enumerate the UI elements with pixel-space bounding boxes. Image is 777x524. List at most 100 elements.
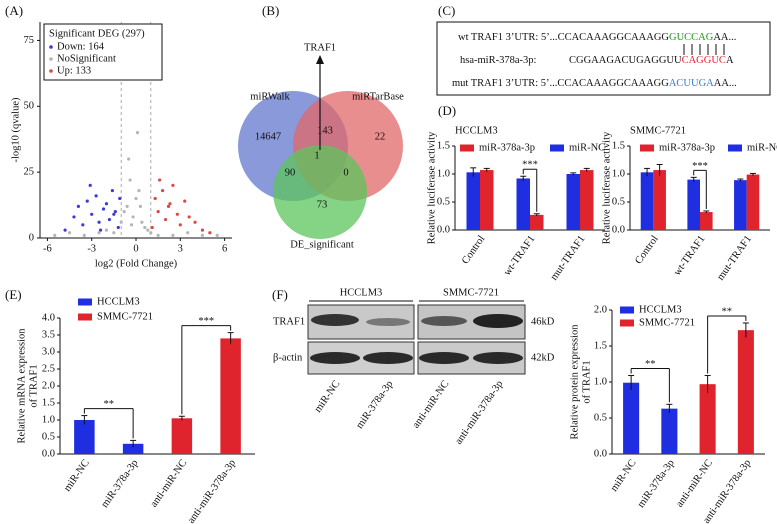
point [63, 228, 67, 232]
point [112, 212, 116, 216]
point [160, 188, 165, 193]
panel-label: (C) [438, 3, 455, 18]
sequence-row: wt TRAF1 3’UTR: 5’...CCACAAAGGCAAAGGGUCC… [458, 32, 736, 43]
y-tick-label: 3.5 [42, 329, 55, 340]
point [146, 228, 150, 232]
y-axis-label: of TRAF1 [581, 360, 592, 403]
significance: *** [692, 161, 708, 172]
bar [734, 180, 747, 230]
point [94, 194, 98, 198]
legend-title: Significant DEG (297) [49, 28, 145, 39]
legend-swatch [460, 144, 474, 152]
sequence-alignment: (C) wt TRAF1 3’UTR: 5’...CCACAAAGGCAAAGG… [436, 3, 771, 96]
significance: ** [722, 306, 733, 317]
band [473, 352, 523, 364]
point [122, 210, 126, 214]
venn-set-label: miRWalk [250, 91, 290, 102]
bar [122, 443, 144, 454]
point [138, 204, 143, 208]
y-tick-label: 3.0 [42, 346, 55, 357]
legend-label: Up: 133 [57, 65, 91, 76]
point [112, 231, 116, 235]
y-tick-label: 0.0 [437, 224, 450, 235]
x-tick-label: anti-miR-378a-3p [186, 458, 238, 524]
y-tick-label: 1.0 [612, 168, 625, 179]
y-axis-label: Relative mRNA expression [16, 328, 27, 444]
panel-label: (B) [262, 3, 279, 18]
y-axis-label: -log10 (qvalue) [10, 97, 21, 163]
venn-count: 73 [317, 199, 328, 210]
panel-label: (E) [5, 287, 22, 302]
point [143, 225, 147, 230]
bar [580, 170, 594, 230]
y-axis-label: Relative protein expression [569, 324, 580, 440]
panel-label: (A) [5, 3, 23, 18]
venn-count: 1 [314, 150, 319, 161]
lane-label: miR-NC [313, 379, 343, 415]
point [131, 215, 135, 219]
point [97, 220, 101, 224]
point [208, 231, 212, 235]
legend-marker [49, 57, 53, 61]
protein-label: β-actin [273, 352, 303, 363]
legend-swatch [78, 298, 92, 306]
point [140, 220, 144, 224]
legend-box [43, 23, 163, 81]
panel-label: (F) [272, 287, 288, 302]
significance: ** [104, 399, 115, 410]
chart-title: SMMC-7721 [630, 125, 686, 136]
western-blot: HCCLM3 SMMC-7721 TRAF1 β-actin 46kD 42kD… [273, 287, 555, 446]
point [156, 233, 160, 237]
y-tick-label: 4.0 [42, 312, 55, 323]
significance: *** [198, 316, 214, 327]
x-axis-label: log2 (Fold Change) [95, 258, 178, 269]
seq: CGGAAGACUGAGGUU [569, 55, 682, 66]
point [116, 225, 120, 230]
legend-swatch [620, 306, 634, 314]
row-label: wt TRAF1 3’UTR: 5’... [458, 32, 558, 43]
point [85, 199, 89, 203]
venn-count: 90 [285, 167, 296, 178]
point [134, 196, 138, 201]
point [171, 233, 175, 237]
y-tick-label: 2.0 [594, 304, 607, 315]
bar [530, 214, 544, 230]
legend-swatch [620, 319, 634, 327]
y-tick-label: 1.0 [437, 168, 450, 179]
y-axis-label: Relative luciferase activity [601, 131, 612, 244]
legend-label: miR-378a-3p [659, 142, 715, 153]
base-pairs [683, 44, 725, 55]
band [366, 318, 410, 326]
x-tick-label: anti-miR-NC [674, 458, 715, 510]
x-tick-label: 0 [133, 243, 138, 254]
y-axis-label: of TRAF1 [28, 364, 39, 407]
protein-label: TRAF1 [273, 316, 305, 327]
y-tick-label: 0.5 [594, 412, 607, 423]
y-tick-label: 1.5 [612, 140, 625, 151]
cell-line: SMMC-7721 [443, 287, 499, 298]
arrow-head [316, 55, 324, 64]
venn-count: 22 [375, 131, 386, 142]
legend-label: NoSignificant [57, 53, 116, 64]
bar [737, 330, 754, 454]
point [90, 212, 94, 216]
point [187, 215, 191, 219]
legend-swatch [640, 144, 654, 152]
point [98, 228, 103, 232]
y-tick-label: 2.0 [42, 380, 55, 391]
x-tick-label: Control [633, 234, 660, 267]
legend-label: miR-NC [569, 142, 605, 153]
band [310, 352, 360, 364]
point [127, 157, 131, 161]
x-tick-label: miR-378a-3p [99, 458, 140, 510]
x-tick-label: -3 [87, 243, 96, 254]
seq: CCACAAAGGCAAAGG [557, 78, 669, 89]
bar [687, 179, 700, 230]
legend-label: HCCLM3 [97, 296, 140, 307]
protein-size: 46kD [531, 316, 555, 327]
point [107, 217, 112, 222]
legend-label: Down: 164 [57, 41, 105, 52]
bar [480, 170, 494, 230]
y-tick-label: 25 [24, 167, 35, 178]
